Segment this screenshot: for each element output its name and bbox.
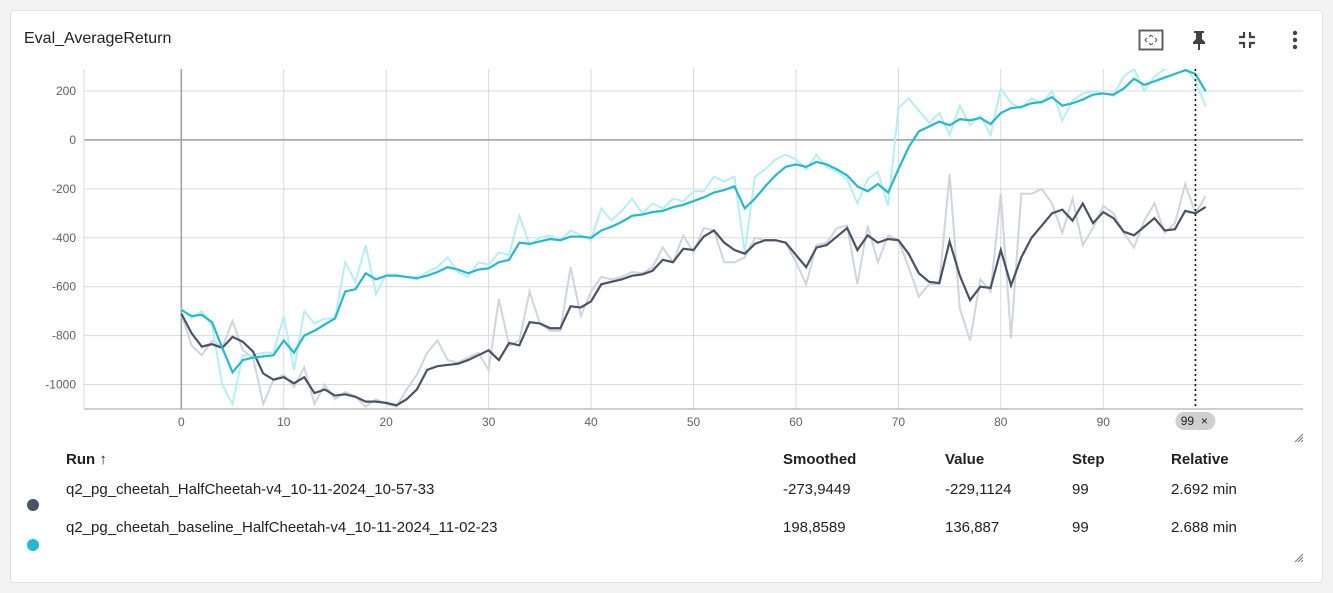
- x-tick-label: 90: [1097, 415, 1111, 429]
- card-title: Eval_AverageReturn: [24, 30, 172, 47]
- x-tick-label: 10: [277, 415, 291, 429]
- column-header-relative[interactable]: Relative: [1171, 451, 1229, 468]
- raw-series-line-1: [180, 69, 1207, 408]
- step: 99: [1072, 481, 1089, 498]
- column-header-value[interactable]: Value: [945, 451, 985, 468]
- value: 136,887: [945, 519, 1000, 536]
- y-tick-label: -400: [52, 231, 76, 245]
- more-vert-icon[interactable]: [1282, 27, 1308, 53]
- smoothed-value: -273,9449: [783, 481, 851, 498]
- smoothed-value: 198,8589: [783, 519, 846, 536]
- x-tick-label: 70: [892, 415, 906, 429]
- value: -229,1124: [945, 481, 1012, 498]
- y-tick-label: 0: [69, 133, 76, 147]
- x-tick-label: 0: [178, 415, 185, 429]
- y-tick-label: 200: [56, 84, 76, 98]
- smoothed-series-line-0: [180, 201, 1207, 407]
- x-tick-label: 80: [994, 415, 1008, 429]
- x-tick-label: 30: [482, 415, 496, 429]
- collapse-icon[interactable]: [1234, 27, 1260, 53]
- x-tick-label: 20: [380, 415, 394, 429]
- line-chart[interactable]: 0 10 20 30 40 50 60 70 80 90 -1000 -800 -600 -400 -200…: [11, 11, 1322, 441]
- close-icon[interactable]: ×: [1201, 414, 1208, 428]
- x-tick-label: 50: [687, 415, 701, 429]
- resize-handle-table[interactable]: [1294, 553, 1304, 563]
- y-tick-label: -1000: [45, 378, 76, 392]
- fit-domain-icon[interactable]: [1138, 27, 1164, 53]
- smoothed-series-line-1: [180, 69, 1207, 375]
- column-header-step[interactable]: Step: [1072, 451, 1105, 468]
- resize-handle-chart[interactable]: [1294, 433, 1304, 443]
- series-color-dot: [27, 539, 39, 551]
- series-color-dot: [27, 499, 39, 511]
- step-cursor-label: 99: [1181, 414, 1195, 428]
- y-tick-label: -800: [52, 329, 76, 343]
- column-header-smoothed[interactable]: Smoothed: [783, 451, 857, 468]
- relative-time: 2.692 min: [1171, 481, 1237, 498]
- step-cursor-badge: [1175, 412, 1216, 430]
- step: 99: [1072, 519, 1089, 536]
- x-tick-label: 60: [789, 415, 803, 429]
- y-tick-label: -600: [52, 280, 76, 294]
- x-tick-label: 40: [584, 415, 598, 429]
- y-tick-label: -200: [52, 182, 76, 196]
- column-header-run[interactable]: Run ↑: [66, 451, 107, 468]
- relative-time: 2.688 min: [1171, 519, 1237, 536]
- run-name: q2_pg_cheetah_baseline_HalfCheetah-v4_10…: [66, 519, 498, 536]
- pin-icon[interactable]: [1186, 27, 1212, 53]
- run-name: q2_pg_cheetah_HalfCheetah-v4_10-11-2024_…: [66, 481, 435, 498]
- chart-card: Eval_AverageReturn 0 10 20 30 40 50 60 70 80 90 -1…: [10, 10, 1323, 583]
